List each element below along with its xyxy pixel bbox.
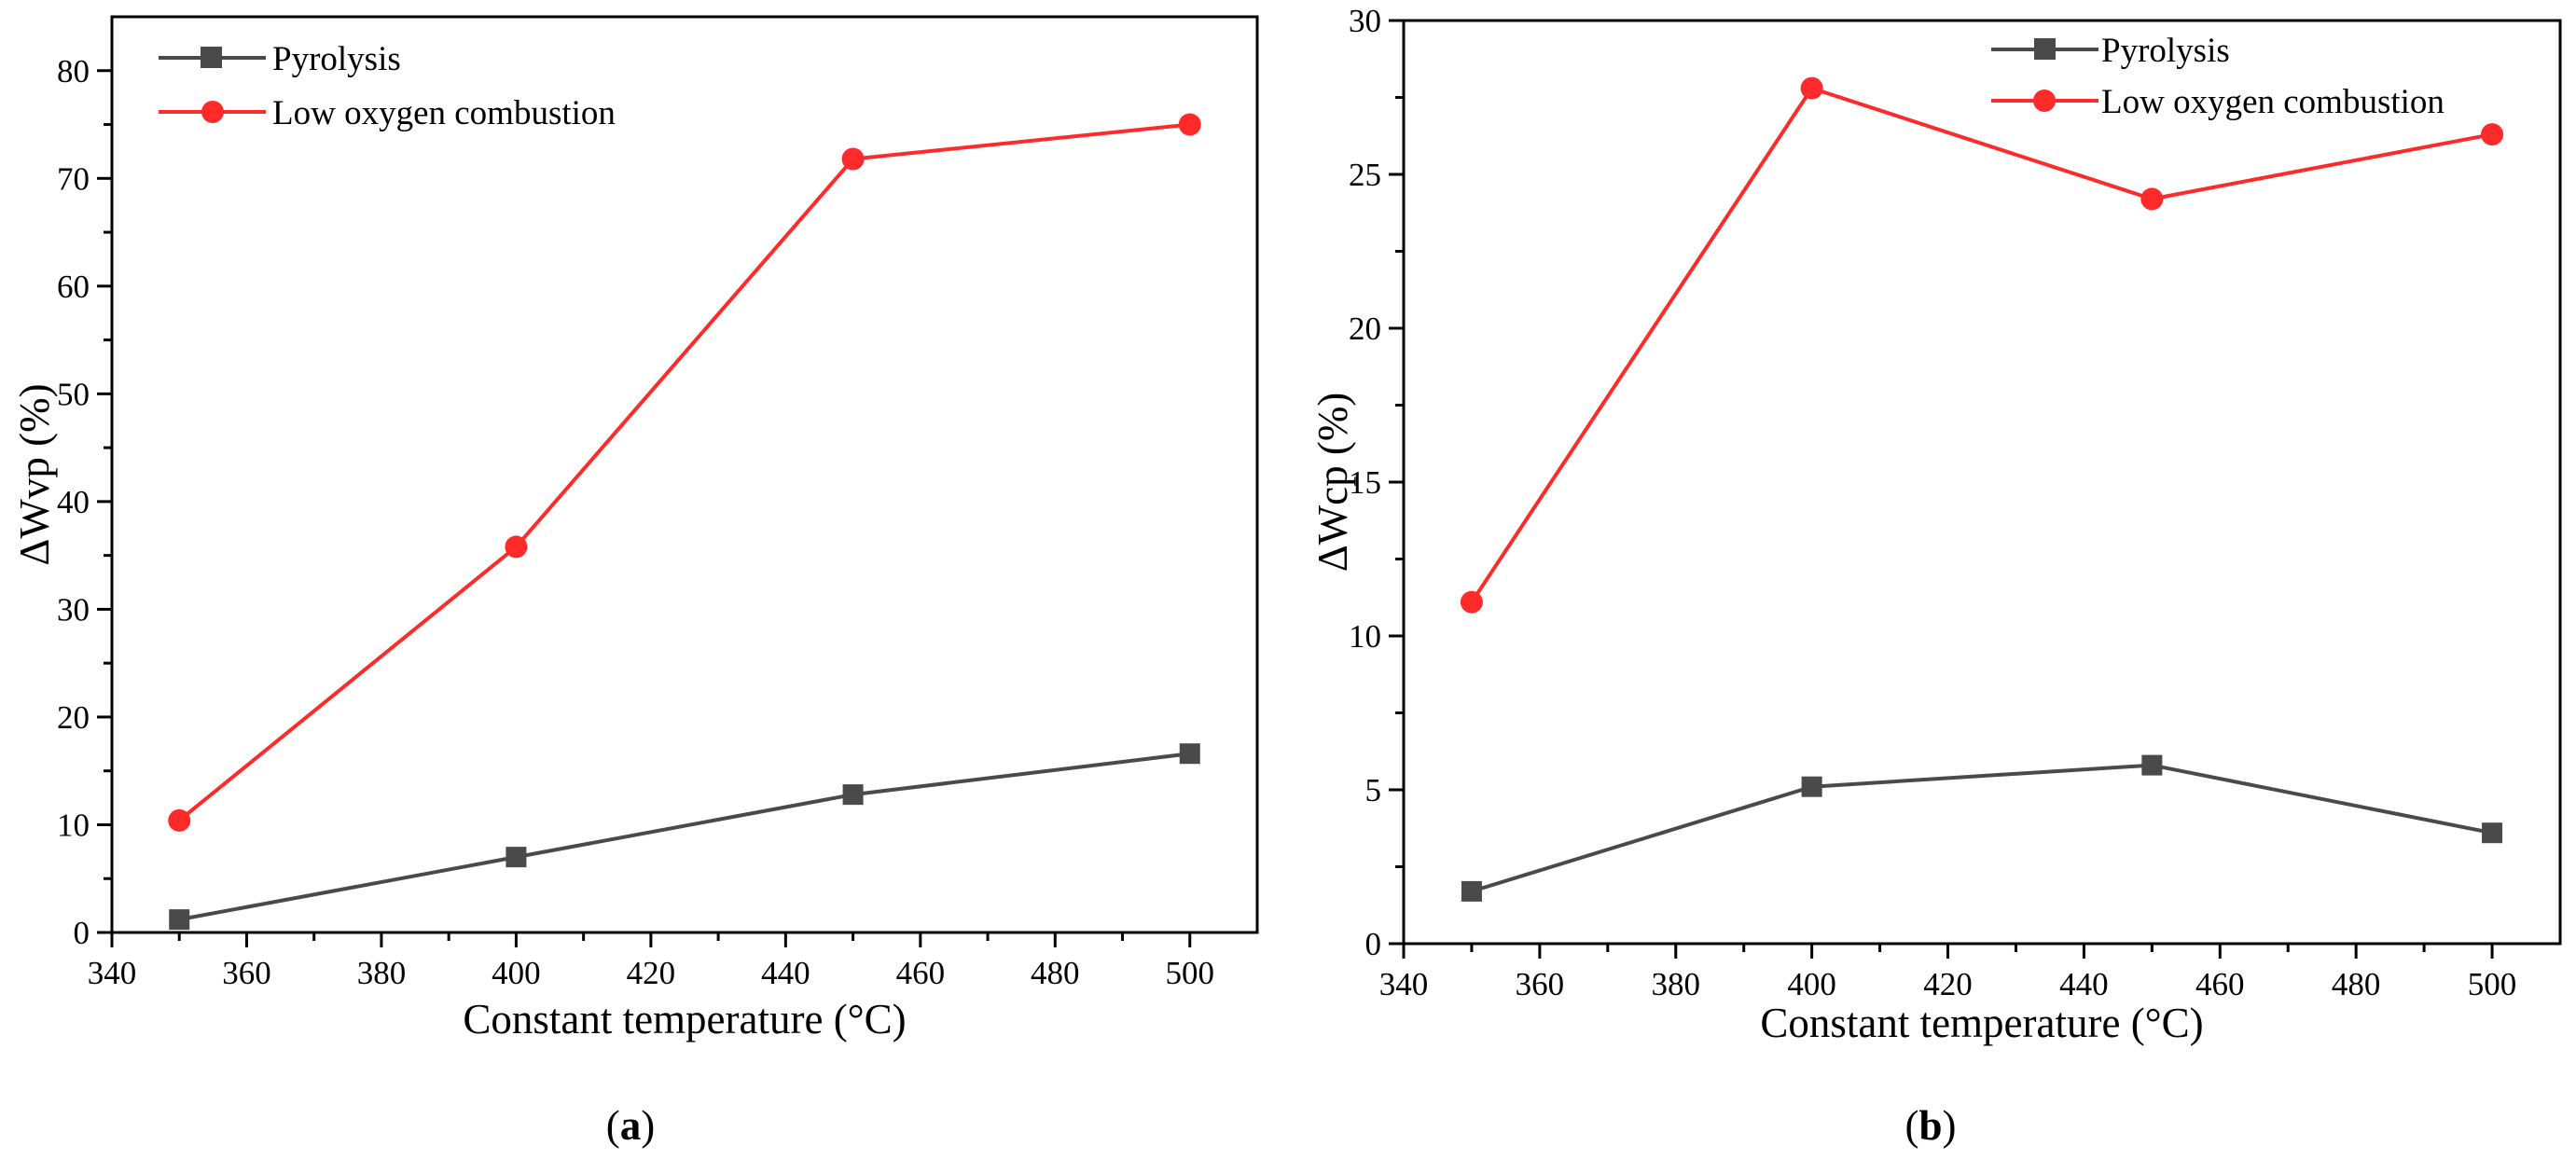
panel-b-plot-frame: [1404, 21, 2560, 944]
y-tick-label: 25: [1349, 157, 1381, 193]
data-point-circle: [842, 147, 865, 170]
data-point-square: [2482, 822, 2502, 843]
data-point-square: [2141, 755, 2162, 776]
x-tick-label: 440: [2059, 966, 2109, 1002]
x-tick-label: 500: [1166, 955, 1215, 991]
legend-marker-low-oxygen: [201, 101, 224, 123]
panel-b-x-axis-title: Constant temperature (°C): [1760, 1000, 2203, 1046]
data-point-square: [506, 847, 526, 867]
x-tick-label: 360: [222, 955, 271, 991]
y-tick-label: 80: [57, 53, 90, 90]
panel-a-caption: (a): [606, 1102, 656, 1149]
y-tick-label: 10: [57, 807, 90, 843]
panel-b-series: [1461, 77, 2503, 902]
data-point-square: [843, 784, 864, 805]
x-tick-label: 480: [2332, 966, 2381, 1002]
x-tick-label: 360: [1516, 966, 1565, 1002]
data-point-circle: [1461, 591, 1483, 614]
panel-a-legend: Pyrolysis Low oxygen combustion: [159, 40, 616, 132]
y-tick-label: 0: [74, 915, 90, 951]
y-tick-label: 10: [1349, 618, 1381, 655]
series-line: [1472, 89, 2492, 602]
y-tick-label: 50: [57, 376, 90, 412]
data-point-circle: [2140, 187, 2163, 210]
x-tick-label: 480: [1031, 955, 1080, 991]
panel-b-chart: 340 360 380 400 420 440 460 480 500051015202530 …: [1309, 3, 2560, 1149]
panel-b-caption-letter: b: [1918, 1102, 1942, 1149]
data-point-square: [1180, 743, 1200, 764]
x-tick-label: 400: [492, 955, 541, 991]
legend-label-pyrolysis: Pyrolysis: [272, 40, 401, 78]
data-point-square: [169, 909, 189, 930]
y-tick-label: 40: [57, 484, 90, 520]
legend-marker-pyrolysis: [201, 47, 222, 68]
series-line: [1472, 766, 2492, 891]
x-tick-label: 380: [357, 955, 407, 991]
data-point-square: [1461, 881, 1482, 902]
legend-label-low-oxygen: Low oxygen combustion: [2101, 83, 2444, 121]
y-tick-label: 20: [1349, 311, 1381, 347]
legend-label-low-oxygen: Low oxygen combustion: [272, 94, 616, 132]
y-tick-label: 5: [1365, 772, 1382, 808]
x-tick-label: 460: [896, 955, 946, 991]
y-tick-label: 30: [1349, 3, 1381, 39]
panel-a-chart: 340 360 380 400 420 440 460 480 500 0 10 20 30 40 50 60…: [11, 17, 1257, 1149]
x-tick-label: 460: [2195, 966, 2245, 1002]
panel-a-x-axis-title: Constant temperature (°C): [463, 996, 906, 1043]
panel-b-caption: (b): [1904, 1102, 1956, 1149]
y-tick-label: 20: [57, 699, 90, 736]
data-point-circle: [1179, 114, 1201, 136]
y-tick-label: 60: [57, 269, 90, 305]
y-tick-label: 30: [57, 591, 90, 628]
data-point-circle: [1801, 77, 1823, 100]
x-tick-label: 340: [88, 955, 137, 991]
panel-b-legend: Pyrolysis Low oxygen combustion: [1991, 32, 2444, 121]
x-tick-label: 400: [1787, 966, 1836, 1002]
x-tick-label: 500: [2468, 966, 2517, 1002]
legend-marker-low-oxygen: [2033, 90, 2056, 112]
legend-label-pyrolysis: Pyrolysis: [2101, 32, 2230, 70]
x-tick-label: 420: [1923, 966, 1973, 1002]
panel-a-ticks: 340 360 380 400 420 440 460 480 500 0 10 20 30 40 50 60…: [57, 53, 1214, 991]
series-line: [179, 753, 1190, 919]
y-tick-label: 70: [57, 160, 90, 197]
figure: 340 360 380 400 420 440 460 480 5000102030405060…: [0, 0, 2576, 1160]
legend-marker-pyrolysis: [2034, 38, 2056, 60]
panel-a-caption-letter: a: [620, 1102, 642, 1149]
x-tick-label: 340: [1379, 966, 1429, 1002]
panel-a-plot-frame: [112, 17, 1257, 932]
data-point-square: [1802, 777, 1822, 797]
x-tick-label: 380: [1652, 966, 1701, 1002]
data-point-circle: [168, 809, 190, 832]
panel-a-y-axis-title: ΔWvp (%): [11, 383, 58, 565]
y-tick-label: 0: [1365, 926, 1382, 962]
x-tick-label: 440: [761, 955, 810, 991]
data-point-circle: [505, 535, 527, 558]
x-tick-label: 420: [627, 955, 676, 991]
data-point-circle: [2481, 123, 2503, 145]
panel-a-series: [168, 114, 1201, 931]
series-line: [179, 125, 1190, 821]
panel-b-y-axis-title: ΔWcp (%): [1309, 393, 1356, 573]
